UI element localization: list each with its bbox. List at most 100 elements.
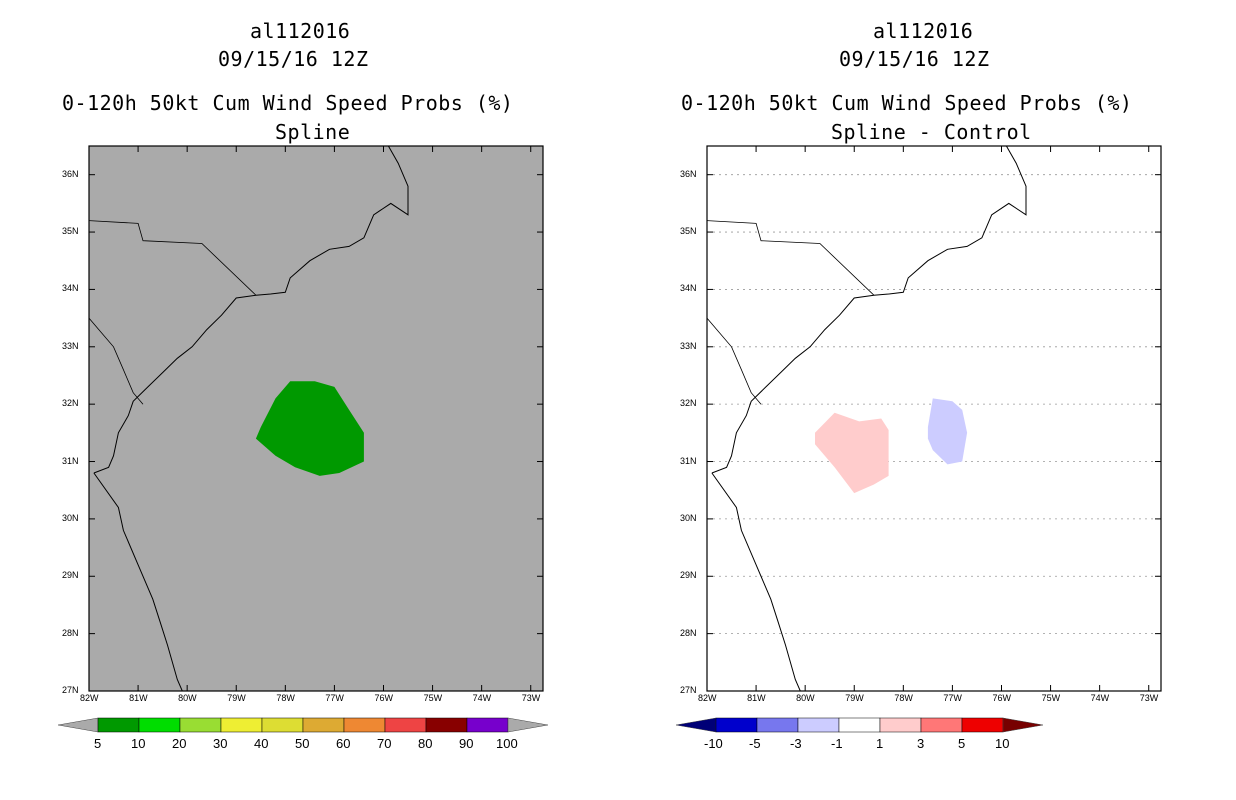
colorbar-label: 10 [995,736,1010,751]
lon-label: 76W [992,693,1011,703]
colorbar-cell [879,717,922,733]
colorbar-label: 60 [336,736,351,751]
colorbar-label: 40 [254,736,269,751]
lat-label: 32N [62,398,79,409]
lon-label: 76W [374,693,393,703]
storm-id-title: al112016 [873,19,974,43]
lon-label: 80W [796,693,815,703]
probability-area [927,398,968,465]
lat-label: 33N [680,340,697,351]
product-title: 0-120h 50kt Cum Wind Speed Probs (%) [62,91,514,115]
colorbar-left [57,717,549,733]
lon-label: 79W [227,693,246,703]
colorbar-label: 5 [94,736,102,751]
lat-label: 36N [62,168,79,179]
lat-label: 34N [680,283,697,294]
lat-label: 27N [680,685,697,695]
lat-label: 29N [62,570,79,581]
colorbar-label: -3 [790,736,802,751]
colorbar-end-high [507,717,549,733]
lat-label: 27N [62,685,79,695]
lon-label: 80W [178,693,197,703]
colorbar-cell [302,717,345,733]
storm-id-title: al112016 [250,19,351,43]
colorbar-cell [715,717,758,733]
colorbar-cell [343,717,386,733]
lat-label: 30N [680,512,697,523]
colorbar-label: 30 [213,736,228,751]
colorbar-label: -5 [749,736,761,751]
colorbar-end-high [1002,717,1044,733]
date-title: 09/15/16 12Z [839,47,990,71]
colorbar-label: 10 [131,736,146,751]
colorbar-label: 3 [917,736,925,751]
colorbar-cell [920,717,963,733]
subtitle: Spline [275,120,351,144]
colorbar-right [675,717,1044,733]
lon-label: 73W [1139,693,1159,703]
lon-label: 81W [747,693,766,703]
lat-label: 36N [680,168,697,179]
colorbar-cell [425,717,468,733]
map-right [706,145,1162,692]
lon-label: 82W [698,693,717,703]
colorbar-label: 70 [377,736,392,751]
colorbar-cell [838,717,881,733]
colorbar-end-low [675,717,717,733]
colorbar-cell [97,717,140,733]
probability-area [255,381,364,476]
lat-label: 29N [680,570,697,581]
lat-label: 31N [62,455,79,466]
lat-label: 35N [680,226,697,237]
lon-label: 82W [80,693,99,703]
colorbar-label: -10 [704,736,723,751]
lat-label: 33N [62,340,79,351]
lat-label: 30N [62,512,79,523]
colorbar-cell [961,717,1004,733]
lon-label: 74W [1090,693,1110,703]
colorbar-label: 90 [459,736,474,751]
lon-label: 77W [943,693,962,703]
lon-label: 74W [472,693,492,703]
florida-coastline [711,472,801,691]
florida-coastline [93,472,183,691]
state-border [707,220,875,296]
colorbar-label: 100 [496,736,518,751]
lat-label: 35N [62,226,79,237]
colorbar-cell [261,717,304,733]
probability-area [815,412,889,494]
map-frame [88,145,544,692]
state-border [89,220,257,296]
lat-label: 28N [62,627,79,638]
map-left [88,145,544,692]
lon-label: 78W [276,693,295,703]
map-frame [706,145,1162,692]
lon-label: 78W [894,693,913,703]
colorbar-cell [797,717,840,733]
colorbar-cell [466,717,509,733]
colorbar-label: 5 [958,736,966,751]
lat-label: 28N [680,627,697,638]
date-title: 09/15/16 12Z [218,47,369,71]
colorbar-cell [220,717,263,733]
state-border [89,317,144,405]
colorbar-cell [756,717,799,733]
colorbar-cell [138,717,181,733]
coastline [93,146,409,474]
product-title: 0-120h 50kt Cum Wind Speed Probs (%) [681,91,1133,115]
colorbar-cell [179,717,222,733]
lat-label: 31N [680,455,697,466]
colorbar-label: 20 [172,736,187,751]
lon-label: 79W [845,693,864,703]
subtitle: Spline - Control [831,120,1032,144]
state-border [707,317,762,405]
colorbar-label: 80 [418,736,433,751]
colorbar-label: -1 [831,736,843,751]
lon-label: 73W [521,693,541,703]
lat-label: 34N [62,283,79,294]
colorbar-cell [384,717,427,733]
colorbar-end-low [57,717,99,733]
lon-label: 81W [129,693,148,703]
lon-label: 77W [325,693,344,703]
